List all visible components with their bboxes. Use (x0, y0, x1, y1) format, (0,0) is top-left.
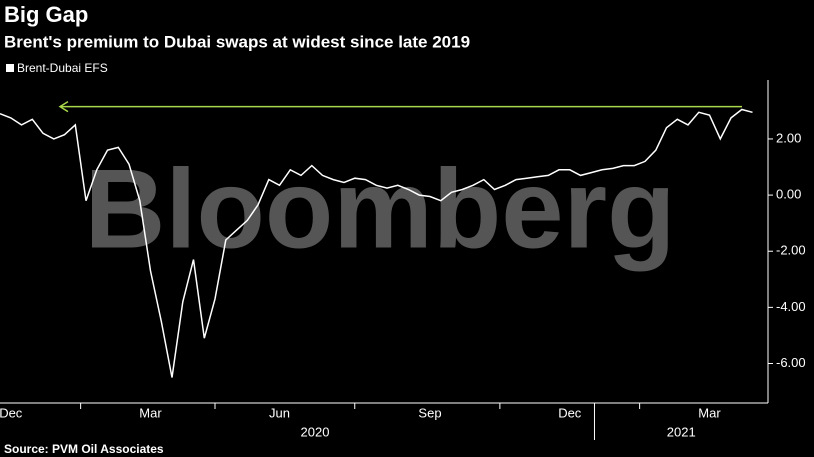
series-line (0, 108, 753, 378)
y-tick-label: 0.00 (776, 187, 801, 202)
y-tick-label: -4.00 (776, 299, 806, 314)
annotation-arrowhead (58, 101, 69, 113)
watermark: Bloomberg (84, 147, 675, 272)
y-tick-label: -6.00 (776, 355, 806, 370)
x-tick-label: Mar (698, 405, 721, 420)
x-tick-label: Dec (558, 405, 582, 420)
source: Source: PVM Oil Associates (4, 442, 164, 456)
chart-title: Big Gap (4, 2, 88, 27)
x-tick-label: Mar (139, 405, 162, 420)
x-tick-label: Dec (0, 405, 23, 420)
legend-swatch (6, 64, 14, 72)
x-tick-label: Jun (269, 405, 290, 420)
year-label: 2021 (667, 424, 696, 439)
year-label: 2020 (301, 424, 330, 439)
legend-label: Brent-Dubai EFS (17, 61, 108, 75)
x-tick-label: Sep (418, 405, 441, 420)
chart-subtitle: Brent's premium to Dubai swaps at widest… (4, 32, 470, 51)
y-tick-label: 2.00 (776, 130, 801, 145)
y-tick-label: -2.00 (776, 243, 806, 258)
